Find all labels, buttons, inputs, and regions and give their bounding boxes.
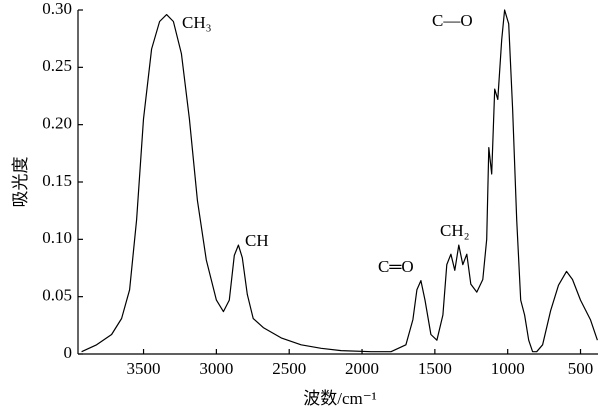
y-tick-label: 0.25 [42,56,72,75]
y-tick-label: 0 [64,343,73,362]
y-tick-label: 0.05 [42,286,72,305]
annotation: C—O [432,11,473,30]
y-axis-label: 吸光度 [11,157,30,208]
annotation: CH₃ [182,13,212,32]
x-tick-label: 1500 [418,359,452,378]
x-tick-label: 2000 [345,359,379,378]
annotation: C═O [378,257,414,276]
y-tick-label: 0.10 [42,228,72,247]
x-tick-label: 500 [568,359,594,378]
y-tick-label: 0.30 [42,0,72,18]
spectrum-line [81,9,598,353]
annotation: CH [245,231,269,250]
x-tick-label: 1000 [491,359,525,378]
x-tick-label: 2500 [272,359,306,378]
annotation: CH₂ [440,221,470,240]
x-tick-label: 3500 [127,359,161,378]
y-tick-label: 0.20 [42,114,72,133]
x-tick-label: 3000 [199,359,233,378]
x-axis-label: 波数/cm⁻¹ [303,389,377,408]
y-tick-label: 0.15 [42,171,72,190]
